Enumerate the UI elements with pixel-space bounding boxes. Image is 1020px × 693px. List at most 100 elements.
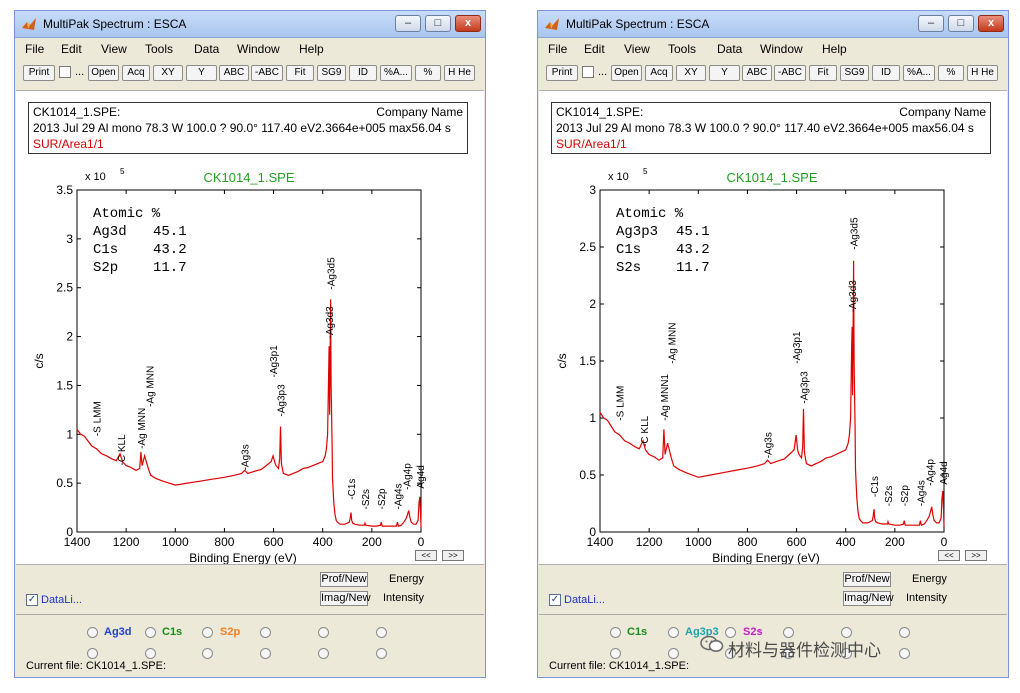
close-button[interactable]: x <box>978 15 1004 32</box>
region-radio-8[interactable] <box>668 648 679 659</box>
xy-button[interactable]: XY <box>676 65 706 81</box>
atomic-element: C1s <box>93 242 118 258</box>
print-button[interactable]: Print <box>23 65 55 81</box>
datalist-label[interactable]: DataLi... <box>41 594 82 606</box>
minimize-button[interactable]: – <box>395 15 421 32</box>
region-radio-label-2[interactable]: C1s <box>162 626 183 638</box>
region-radio-8[interactable] <box>145 648 156 659</box>
region-radio-label-1[interactable]: C1s <box>627 626 648 638</box>
region-radio-1[interactable] <box>610 627 621 638</box>
nav-forward-button[interactable]: >> <box>442 550 464 561</box>
menu-window[interactable]: Window <box>760 42 803 56</box>
menu-view[interactable]: View <box>624 42 650 56</box>
acq-button[interactable]: Acq <box>645 65 673 81</box>
region-radio-2[interactable] <box>668 627 679 638</box>
plot-area[interactable]: CK1014_1.SPE: Company Name 2013 Jul 29 A… <box>539 90 1007 565</box>
percent-button[interactable]: % <box>415 65 441 81</box>
toolbar-checkbox[interactable] <box>59 66 71 78</box>
prof-new-button[interactable]: Prof/New <box>843 572 891 587</box>
fit-button[interactable]: Fit <box>286 65 314 81</box>
region-radio-12[interactable] <box>899 648 910 659</box>
region-radio-4[interactable] <box>260 627 271 638</box>
percent-a-button[interactable]: %A... <box>380 65 412 81</box>
region-radio-label-3[interactable]: S2p <box>220 626 241 638</box>
title-bar[interactable]: MultiPak Spectrum : ESCA – □ x <box>15 11 485 38</box>
datalist-checkbox[interactable]: ✓ <box>549 594 561 606</box>
region-radio-label-1[interactable]: Ag3d <box>104 626 132 638</box>
print-button[interactable]: Print <box>546 65 578 81</box>
region-radio-5[interactable] <box>318 627 329 638</box>
y-button[interactable]: Y <box>186 65 217 81</box>
region-radio-label-3[interactable]: S2s <box>743 626 763 638</box>
menu-tools[interactable]: Tools <box>145 42 174 56</box>
sg9-button[interactable]: SG9 <box>840 65 869 81</box>
region-radio-2[interactable] <box>145 627 156 638</box>
maximize-button[interactable]: □ <box>948 15 974 32</box>
menu-tools[interactable]: Tools <box>668 42 697 56</box>
region-radio-3[interactable] <box>202 627 213 638</box>
region-radio-5[interactable] <box>841 627 852 638</box>
wechat-icon <box>700 635 724 652</box>
menu-window[interactable]: Window <box>237 42 280 56</box>
menu-data[interactable]: Data <box>194 42 220 56</box>
menu-view[interactable]: View <box>101 42 127 56</box>
id-button[interactable]: ID <box>872 65 900 81</box>
open-button[interactable]: Open <box>88 65 119 81</box>
percent-a-button[interactable]: %A... <box>903 65 935 81</box>
id-button[interactable]: ID <box>349 65 377 81</box>
minus-abc-button[interactable]: -ABC <box>774 65 806 81</box>
region-radio-6[interactable] <box>376 627 387 638</box>
fit-button[interactable]: Fit <box>809 65 837 81</box>
acq-button[interactable]: Acq <box>122 65 150 81</box>
h-he-button[interactable]: H He <box>967 65 998 81</box>
menu-help[interactable]: Help <box>822 42 847 56</box>
region-radio-11[interactable] <box>841 648 852 659</box>
close-button[interactable]: x <box>455 15 481 32</box>
minimize-button[interactable]: – <box>918 15 944 32</box>
prof-new-button[interactable]: Prof/New <box>320 572 368 587</box>
maximize-button[interactable]: □ <box>425 15 451 32</box>
y-axis-exponent-power: 5 <box>643 167 648 176</box>
menu-help[interactable]: Help <box>299 42 324 56</box>
region-radio-9[interactable] <box>725 648 736 659</box>
imag-new-button[interactable]: Imag/New <box>320 591 371 606</box>
y-button[interactable]: Y <box>709 65 740 81</box>
nav-back-button[interactable]: << <box>938 550 960 561</box>
datalist-checkbox[interactable]: ✓ <box>26 594 38 606</box>
region-radio-6[interactable] <box>899 627 910 638</box>
abc-button[interactable]: ABC <box>742 65 772 81</box>
sg9-button[interactable]: SG9 <box>317 65 346 81</box>
region-radio-10[interactable] <box>783 648 794 659</box>
abc-button[interactable]: ABC <box>219 65 249 81</box>
menu-edit[interactable]: Edit <box>584 42 605 56</box>
menu-file[interactable]: File <box>25 42 45 56</box>
toolbar-checkbox[interactable] <box>582 66 594 78</box>
imag-new-button[interactable]: Imag/New <box>843 591 894 606</box>
region-radio-3[interactable] <box>725 627 736 638</box>
region-radio-10[interactable] <box>260 648 271 659</box>
menu-file[interactable]: File <box>548 42 568 56</box>
percent-button[interactable]: % <box>938 65 964 81</box>
region-radio-9[interactable] <box>202 648 213 659</box>
datalist-label[interactable]: DataLi... <box>564 594 605 606</box>
menu-edit[interactable]: Edit <box>61 42 82 56</box>
region-radio-12[interactable] <box>376 648 387 659</box>
y-tick-label: 1.5 <box>579 354 596 368</box>
region-radio-7[interactable] <box>87 648 98 659</box>
region-radio-11[interactable] <box>318 648 329 659</box>
region-radio-7[interactable] <box>610 648 621 659</box>
h-he-button[interactable]: H He <box>444 65 475 81</box>
region-radio-1[interactable] <box>87 627 98 638</box>
title-bar[interactable]: MultiPak Spectrum : ESCA – □ x <box>538 11 1008 38</box>
plot-area[interactable]: CK1014_1.SPE: Company Name 2013 Jul 29 A… <box>16 90 484 565</box>
xy-button[interactable]: XY <box>153 65 183 81</box>
region-radio-4[interactable] <box>783 627 794 638</box>
region-radio-label-2[interactable]: Ag3p3 <box>685 626 719 638</box>
minus-abc-button[interactable]: -ABC <box>251 65 283 81</box>
open-button[interactable]: Open <box>611 65 642 81</box>
menu-data[interactable]: Data <box>717 42 743 56</box>
nav-forward-button[interactable]: >> <box>965 550 987 561</box>
nav-back-button[interactable]: << <box>415 550 437 561</box>
